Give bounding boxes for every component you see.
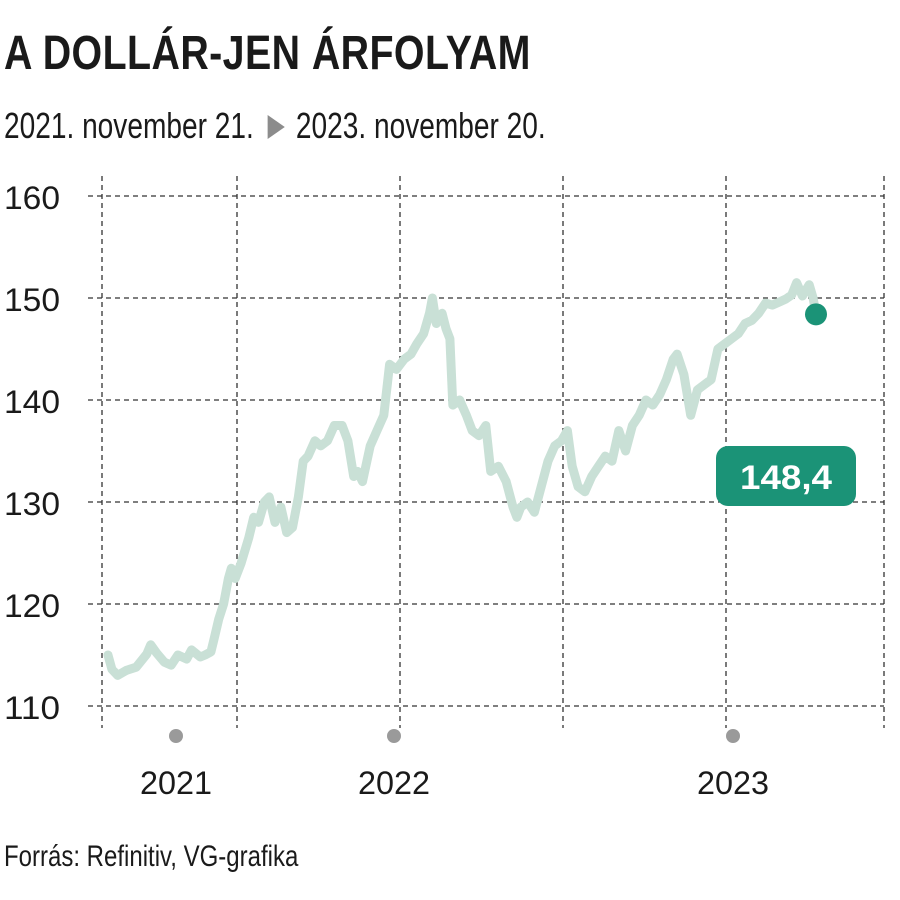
arrow-right-icon <box>267 115 285 140</box>
date-to: 2023. november 20. <box>295 105 546 146</box>
x-tick-label: 2021 <box>140 765 212 801</box>
year-marker-dot <box>169 729 183 743</box>
y-tick-label: 140 <box>4 384 60 420</box>
last-value-callout: 148,4 <box>716 446 856 506</box>
y-tick-label: 120 <box>4 588 60 624</box>
y-axis-ticks: 110 120 130 140 150 160 <box>4 180 60 726</box>
year-marker-dot <box>726 729 740 743</box>
series-group <box>103 278 827 680</box>
series-line <box>103 278 821 680</box>
date-from: 2021. november 21. <box>4 105 254 146</box>
grid-lines <box>88 176 885 728</box>
chart-subtitle: 2021. november 21. 2023. november 20. <box>4 108 546 144</box>
x-tick-label: 2022 <box>358 765 430 801</box>
y-tick-label: 160 <box>4 180 60 216</box>
x-axis-ticks: 2021 2022 2023 <box>140 729 769 801</box>
y-tick-label: 110 <box>4 690 60 726</box>
x-tick-label: 2023 <box>697 765 769 801</box>
last-point-marker <box>805 303 827 326</box>
year-marker-dot <box>387 729 401 743</box>
last-value-label: 148,4 <box>740 459 832 497</box>
y-tick-label: 130 <box>4 486 60 522</box>
source-note: Forrás: Refinitiv, VG-grafika <box>4 840 299 873</box>
chart-title: A DOLLÁR-JEN ÁRFOLYAM <box>4 27 531 80</box>
y-tick-label: 150 <box>4 282 60 318</box>
last-value-badge <box>716 446 856 506</box>
